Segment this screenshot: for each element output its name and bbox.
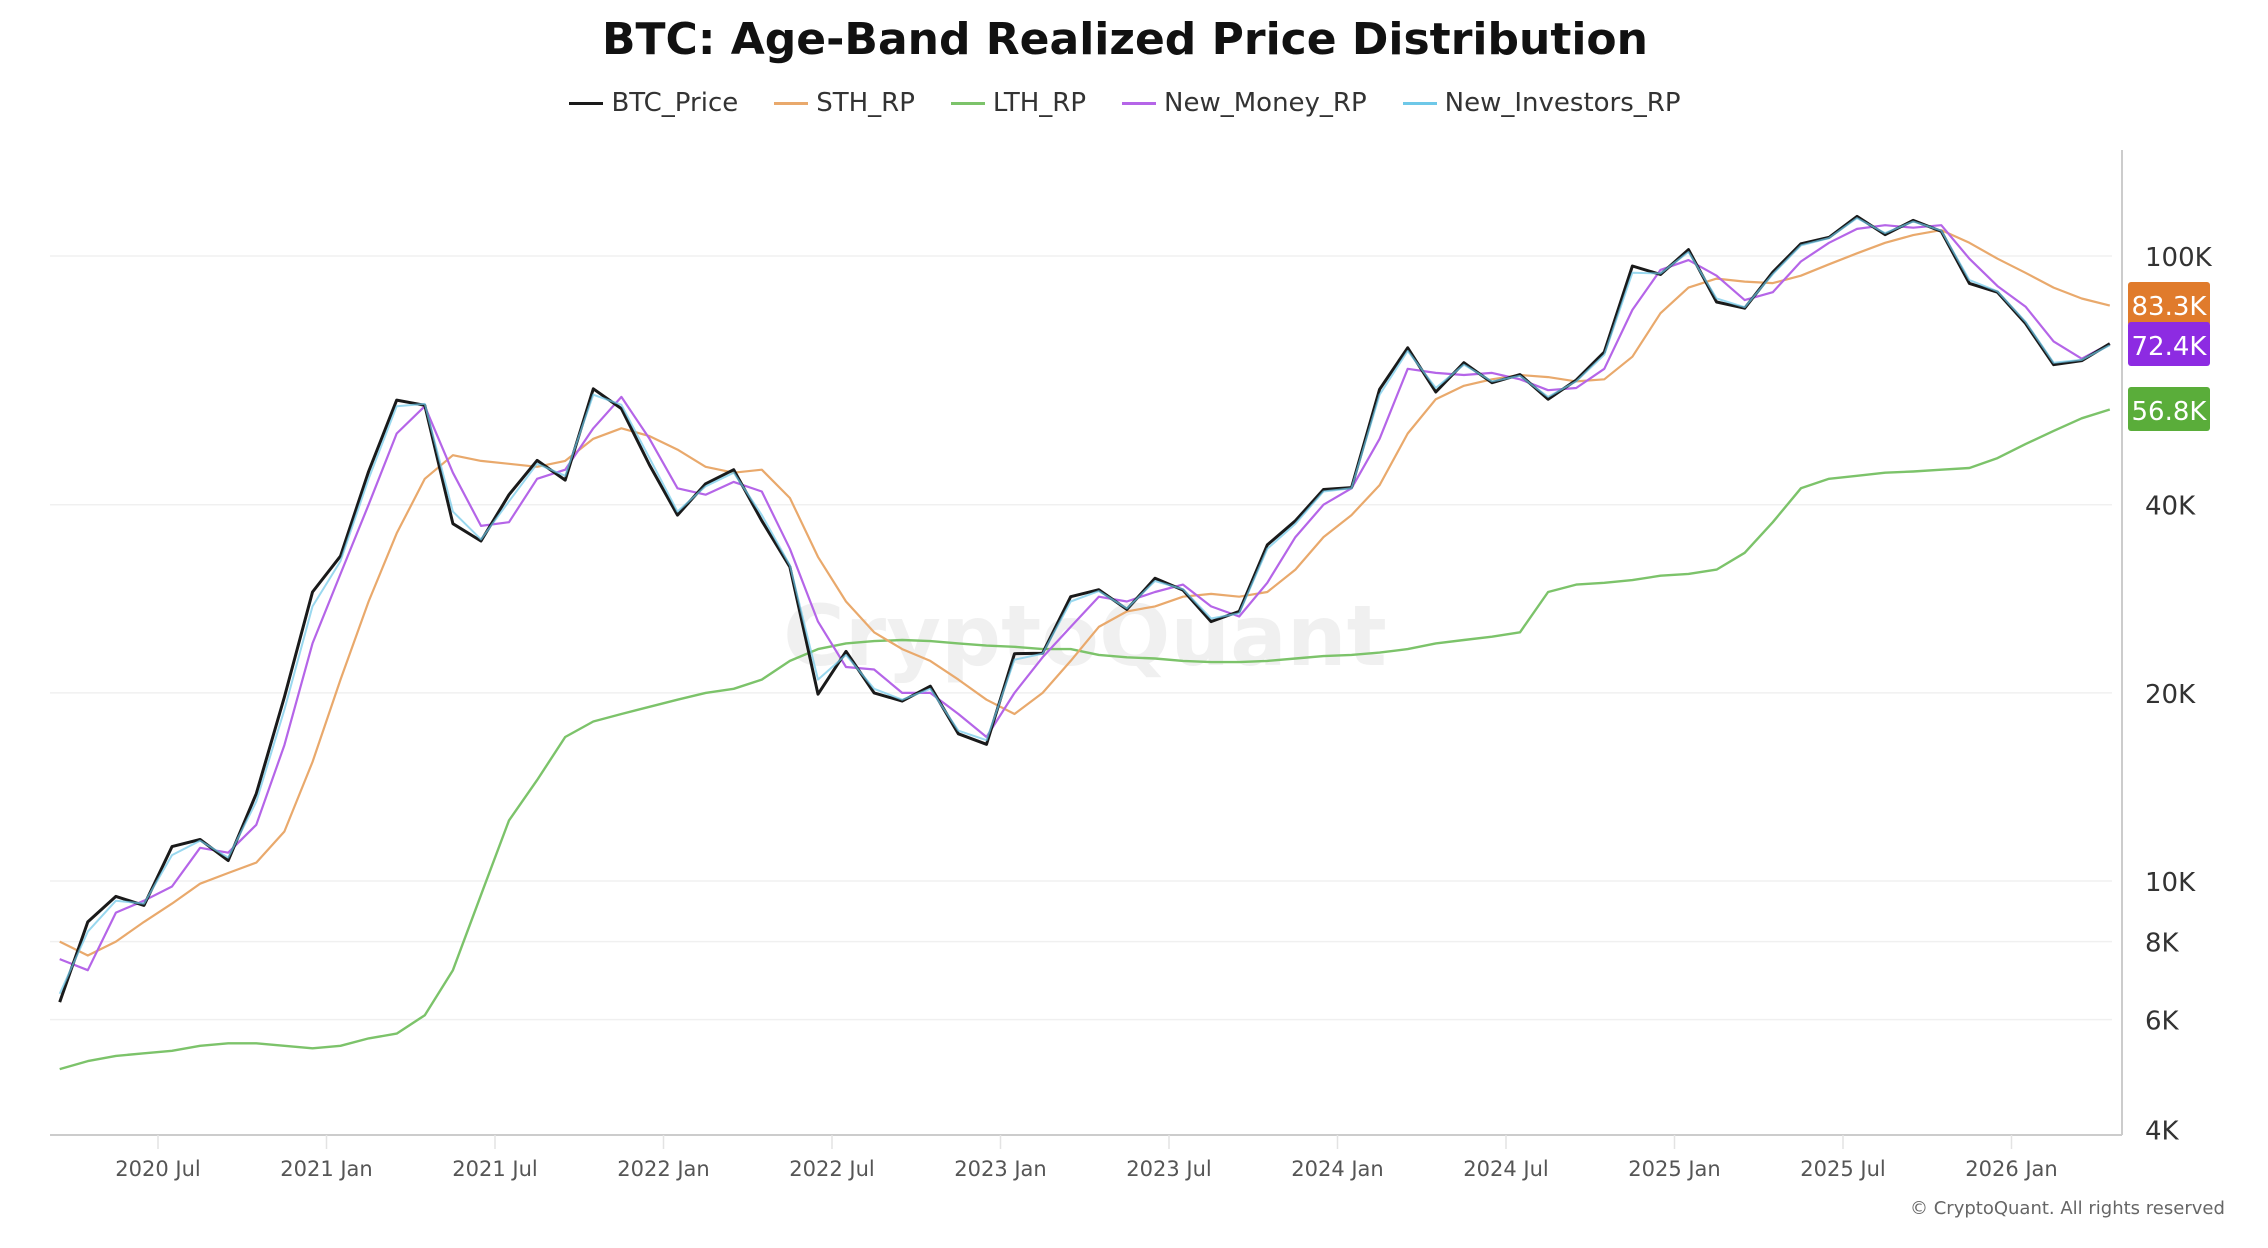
last-value-badge [2128,387,2210,431]
y-tick-label: 8K [2145,929,2180,959]
legend-swatch [1122,101,1157,105]
x-tick-label: 2020 Jul [115,1157,200,1181]
series-line-new-investors-rp [58,217,2111,995]
y-tick-label: 100K [2145,243,2213,273]
y-tick-label: 6K [2145,1007,2180,1037]
legend-swatch [1402,101,1437,105]
last-value-badge [2128,282,2210,326]
y-tick-label: 40K [2145,492,2196,522]
watermark: CryptoQuant [783,587,1387,685]
copyright-text: © CryptoQuant. All rights reserved [1910,1198,2225,1219]
legend-item-new-money-rp[interactable]: New_Money_RP [1122,88,1367,118]
last-value-badge [2128,322,2210,366]
x-tick-label: 2026 Jan [1965,1157,2058,1181]
x-tick-label: 2024 Jul [1463,1157,1548,1181]
y-tick-label: 4K [2145,1117,2180,1147]
legend-item-btc-price[interactable]: BTC_Price [569,88,738,118]
legend-label: New_Investors_RP [1444,88,1681,118]
legend-label: STH_RP [816,88,915,118]
legend-label: LTH_RP [992,88,1087,118]
x-tick-label: 2025 Jul [1800,1157,1885,1181]
series-line-lth-rp [59,408,2111,1071]
x-tick-label: 2025 Jan [1628,1157,1721,1181]
last-value-label: 83.3K [2132,292,2208,322]
legend-swatch [774,101,809,105]
x-tick-label: 2021 Jul [452,1157,537,1181]
legend-label: BTC_Price [611,88,739,118]
last-value-label: 56.8K [2132,397,2208,427]
legend-swatch [950,101,985,105]
x-tick-label: 2022 Jan [617,1157,710,1181]
y-tick-label: 10K [2145,868,2196,898]
last-value-label: 72.4K [2132,332,2208,362]
legend-item-lth-rp[interactable]: LTH_RP [950,88,1087,118]
legend-item-new-investors-rp[interactable]: New_Investors_RP [1402,88,1681,118]
x-tick-label: 2022 Jul [789,1157,874,1181]
series-line-sth-rp [59,229,2111,957]
legend-label: New_Money_RP [1164,88,1367,118]
legend-item-sth-rp[interactable]: STH_RP [774,88,915,118]
series-line-new-money-rp [59,224,2111,972]
x-tick-label: 2024 Jan [1291,1157,1384,1181]
legend-swatch [569,101,604,105]
x-tick-label: 2023 Jan [954,1157,1047,1181]
legend: BTC_Price STH_RP LTH_RP New_Money_RP New… [0,88,2250,118]
chart-title: BTC: Age-Band Realized Price Distributio… [602,14,1648,65]
x-tick-label: 2023 Jul [1126,1157,1211,1181]
y-tick-label: 20K [2145,680,2196,710]
x-tick-label: 2021 Jan [280,1157,373,1181]
